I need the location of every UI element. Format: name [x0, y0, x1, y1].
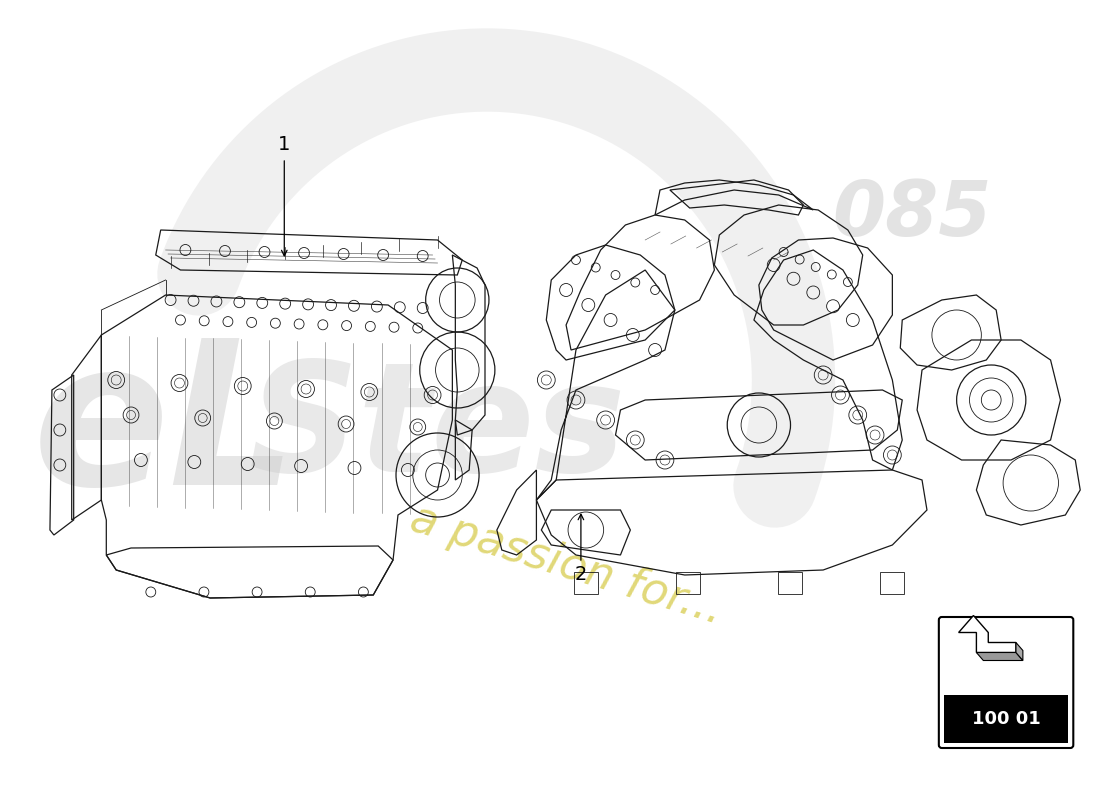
Text: 2: 2: [574, 566, 587, 585]
Bar: [880, 572, 904, 594]
Text: eL: eL: [33, 333, 298, 527]
Bar: [676, 572, 700, 594]
Bar: [779, 572, 802, 594]
Polygon shape: [958, 615, 1016, 653]
Text: 085: 085: [833, 178, 992, 252]
Text: a passion for...: a passion for...: [405, 497, 727, 633]
Text: 1: 1: [278, 135, 290, 154]
Bar: [574, 572, 597, 594]
Polygon shape: [1016, 642, 1023, 661]
Bar: [944, 695, 1068, 742]
FancyBboxPatch shape: [938, 617, 1074, 748]
Text: 100 01: 100 01: [971, 710, 1041, 728]
Polygon shape: [977, 653, 1023, 661]
Text: Stes: Stes: [249, 355, 626, 505]
